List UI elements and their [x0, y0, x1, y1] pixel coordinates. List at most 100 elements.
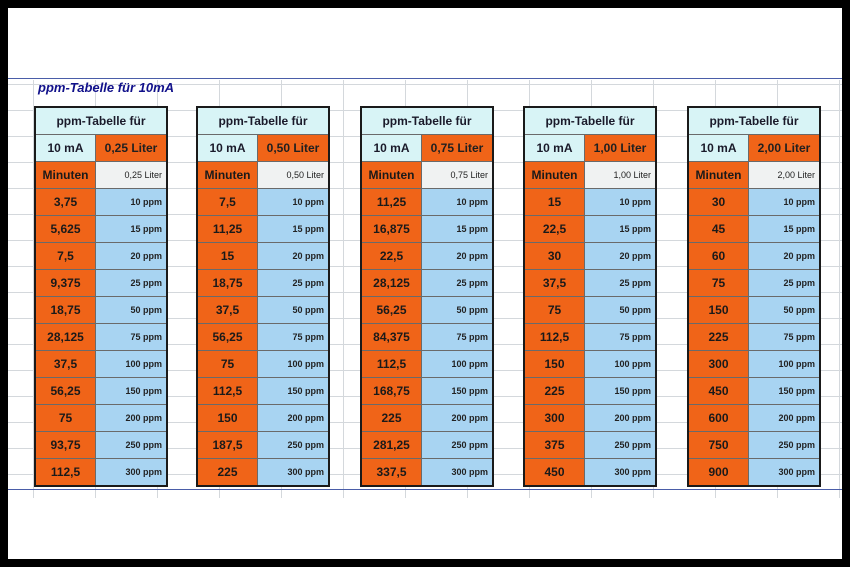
table-row: 11,25 10 ppm	[362, 188, 492, 215]
minutes-cell: 150	[198, 405, 258, 431]
minutes-cell: 56,25	[36, 378, 96, 404]
ppm-cell: 10 ppm	[96, 189, 166, 215]
minutes-cell: 37,5	[525, 270, 585, 296]
minutes-cell: 60	[689, 243, 749, 269]
volume-label: 1,00 Liter	[585, 135, 655, 161]
minutes-cell: 112,5	[362, 351, 422, 377]
volume-label: 0,75 Liter	[422, 135, 492, 161]
minutes-cell: 300	[525, 405, 585, 431]
table-row: 450 300 ppm	[525, 458, 655, 485]
minutes-cell: 28,125	[362, 270, 422, 296]
minutes-cell: 28,125	[36, 324, 96, 350]
table-header-row: ppm-Tabelle für	[525, 108, 655, 134]
minutes-cell: 7,5	[36, 243, 96, 269]
ppm-cell: 300 ppm	[422, 459, 492, 485]
ppm-cell: 100 ppm	[749, 351, 819, 377]
table-row: 225 300 ppm	[198, 458, 328, 485]
ppm-cell: 75 ppm	[258, 324, 328, 350]
liter-header: 1,00 Liter	[585, 162, 655, 188]
ppm-cell: 100 ppm	[585, 351, 655, 377]
ppm-cell: 100 ppm	[422, 351, 492, 377]
ppm-cell: 300 ppm	[749, 459, 819, 485]
table-row: 187,5 250 ppm	[198, 431, 328, 458]
table-row: 168,75 150 ppm	[362, 377, 492, 404]
current-volume-row: 10 mA 0,75 Liter	[362, 134, 492, 161]
column-header-row: Minuten 1,00 Liter	[525, 161, 655, 188]
ppm-table: ppm-Tabelle für 10 mA 1,00 Liter Minuten 1,0…	[523, 106, 657, 487]
minutes-cell: 30	[525, 243, 585, 269]
ppm-cell: 50 ppm	[96, 297, 166, 323]
minutes-cell: 450	[525, 459, 585, 485]
table-row: 375 250 ppm	[525, 431, 655, 458]
ppm-cell: 25 ppm	[749, 270, 819, 296]
table-row: 93,75 250 ppm	[36, 431, 166, 458]
ppm-cell: 250 ppm	[585, 432, 655, 458]
ppm-cell: 300 ppm	[258, 459, 328, 485]
minutes-cell: 18,75	[198, 270, 258, 296]
ppm-cell: 250 ppm	[96, 432, 166, 458]
ppm-cell: 10 ppm	[258, 189, 328, 215]
table-row: 281,25 250 ppm	[362, 431, 492, 458]
current-label: 10 mA	[198, 135, 258, 161]
table-row: 45 15 ppm	[689, 215, 819, 242]
table-row: 37,5 50 ppm	[198, 296, 328, 323]
table-row: 3,75 10 ppm	[36, 188, 166, 215]
table-row: 18,75 25 ppm	[198, 269, 328, 296]
minutes-cell: 75	[198, 351, 258, 377]
minutes-cell: 75	[689, 270, 749, 296]
table-row: 225 75 ppm	[689, 323, 819, 350]
minutes-cell: 22,5	[362, 243, 422, 269]
table-row: 22,5 20 ppm	[362, 242, 492, 269]
minutes-header: Minuten	[362, 162, 422, 188]
minutes-cell: 750	[689, 432, 749, 458]
ppm-cell: 200 ppm	[96, 405, 166, 431]
table-row: 600 200 ppm	[689, 404, 819, 431]
table-row: 900 300 ppm	[689, 458, 819, 485]
minutes-cell: 225	[362, 405, 422, 431]
table-row: 15 20 ppm	[198, 242, 328, 269]
liter-header: 2,00 Liter	[749, 162, 819, 188]
table-row: 112,5 75 ppm	[525, 323, 655, 350]
bottom-border-line	[8, 489, 842, 490]
current-volume-row: 10 mA 1,00 Liter	[525, 134, 655, 161]
table-row: 18,75 50 ppm	[36, 296, 166, 323]
minutes-cell: 600	[689, 405, 749, 431]
minutes-cell: 150	[525, 351, 585, 377]
ppm-cell: 150 ppm	[585, 378, 655, 404]
ppm-table: ppm-Tabelle für 10 mA 2,00 Liter Minuten 2,0…	[687, 106, 821, 487]
ppm-cell: 200 ppm	[749, 405, 819, 431]
minutes-cell: 56,25	[198, 324, 258, 350]
table-header-row: ppm-Tabelle für	[198, 108, 328, 134]
minutes-cell: 300	[689, 351, 749, 377]
table-row: 225 200 ppm	[362, 404, 492, 431]
minutes-cell: 225	[198, 459, 258, 485]
table-row: 750 250 ppm	[689, 431, 819, 458]
ppm-cell: 100 ppm	[96, 351, 166, 377]
ppm-cell: 100 ppm	[258, 351, 328, 377]
ppm-cell: 15 ppm	[96, 216, 166, 242]
ppm-cell: 10 ppm	[585, 189, 655, 215]
top-border-line	[8, 78, 842, 79]
table-row: 56,25 75 ppm	[198, 323, 328, 350]
ppm-cell: 50 ppm	[749, 297, 819, 323]
minutes-cell: 168,75	[362, 378, 422, 404]
table-row: 56,25 150 ppm	[36, 377, 166, 404]
ppm-cell: 25 ppm	[258, 270, 328, 296]
table-row: 75 200 ppm	[36, 404, 166, 431]
ppm-cell: 20 ppm	[585, 243, 655, 269]
liter-header: 0,25 Liter	[96, 162, 166, 188]
volume-label: 0,25 Liter	[96, 135, 166, 161]
table-row: 7,5 20 ppm	[36, 242, 166, 269]
minutes-cell: 900	[689, 459, 749, 485]
minutes-header: Minuten	[525, 162, 585, 188]
table-row: 22,5 15 ppm	[525, 215, 655, 242]
table-row: 60 20 ppm	[689, 242, 819, 269]
minutes-cell: 9,375	[36, 270, 96, 296]
minutes-cell: 16,875	[362, 216, 422, 242]
ppm-cell: 20 ppm	[96, 243, 166, 269]
table-row: 337,5 300 ppm	[362, 458, 492, 485]
minutes-header: Minuten	[36, 162, 96, 188]
table-header-row: ppm-Tabelle für	[36, 108, 166, 134]
spreadsheet-sheet: ppm-Tabelle für 10mA ppm-Tabelle für 10 m…	[8, 8, 842, 559]
table-header: ppm-Tabelle für	[545, 114, 635, 128]
